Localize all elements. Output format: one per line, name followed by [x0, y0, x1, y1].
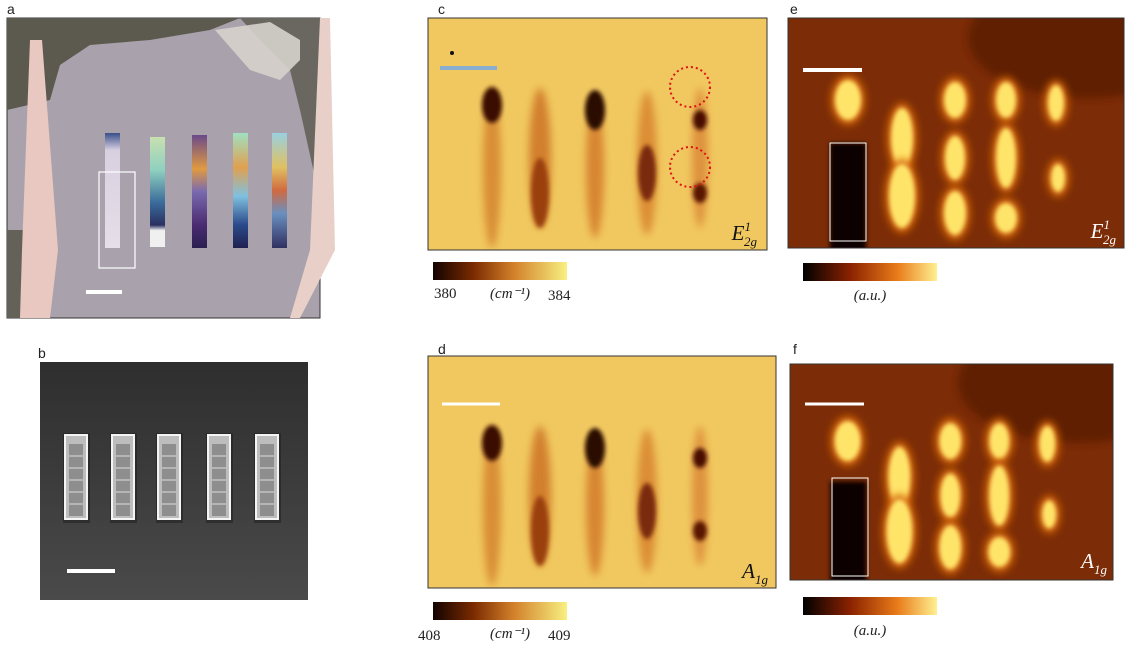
colorbar-max: 409	[548, 628, 571, 644]
subscript: 1g	[1094, 562, 1108, 577]
pillar-shadow	[830, 143, 866, 253]
colorbar-unit: (a.u.)	[854, 288, 887, 304]
spot	[693, 110, 707, 130]
hotspot	[989, 466, 1009, 526]
hotspot	[996, 128, 1016, 188]
panel-d: d A1g 408 (cm⁻¹) 409	[418, 341, 776, 644]
hotspot	[835, 421, 861, 461]
panel-label: a	[7, 1, 15, 17]
map-content	[428, 18, 767, 250]
symbol: A	[740, 559, 755, 583]
colorbar-unit: (cm⁻¹)	[490, 626, 530, 642]
hotspot	[988, 537, 1010, 567]
subscript: 2g	[744, 234, 758, 249]
colorbar-min: 408	[418, 628, 441, 644]
panel-label: c	[438, 1, 445, 17]
pillar	[150, 137, 165, 247]
pillar	[233, 133, 248, 248]
hotspot	[1039, 426, 1055, 462]
superscript: 1	[745, 219, 752, 234]
map-content	[788, 0, 1128, 253]
panel-b: b	[38, 345, 308, 600]
hotspot	[945, 136, 965, 180]
spot	[693, 448, 707, 468]
colorbar-unit: (a.u.)	[854, 623, 887, 639]
spot	[531, 496, 549, 566]
hotspot	[944, 82, 966, 118]
raman-map	[428, 356, 776, 588]
map-content	[790, 323, 1128, 592]
superscript: 1	[1104, 217, 1111, 232]
hotspot	[944, 191, 966, 235]
panel-a: a	[7, 1, 335, 318]
dot	[450, 51, 454, 55]
symbol: E	[1090, 219, 1104, 243]
subscript: 2g	[1103, 232, 1117, 247]
symbol: E	[731, 221, 745, 245]
map-content	[428, 356, 776, 588]
intensity-map	[790, 323, 1128, 592]
pillar-shadow	[830, 482, 866, 592]
pillar	[272, 133, 287, 248]
spot	[531, 158, 549, 228]
pillar	[192, 135, 207, 248]
symbol: A	[1079, 549, 1094, 573]
page: {"panels":[ {"label":"a"},{"label":"b"},…	[0, 0, 1128, 650]
hotspot	[1042, 500, 1056, 528]
hotspot	[996, 82, 1016, 118]
streak	[692, 426, 708, 566]
panel-f: f A1g (a.u.)	[790, 323, 1128, 639]
colorbar	[433, 262, 567, 280]
hotspot	[889, 164, 915, 228]
colorbar-min: 380	[434, 286, 457, 302]
colorbar	[433, 602, 567, 620]
spot	[638, 145, 656, 201]
spot	[482, 425, 502, 461]
hotspot	[886, 499, 912, 563]
hotspot	[995, 203, 1017, 233]
panel-label: e	[790, 1, 798, 17]
hotspot	[939, 423, 961, 459]
colorbar	[803, 263, 937, 281]
spot	[585, 90, 605, 130]
hotspot	[989, 423, 1009, 459]
streak	[692, 88, 708, 228]
intensity-map	[788, 0, 1128, 253]
pillar	[105, 133, 120, 248]
colorbar-max: 384	[548, 288, 571, 304]
hotspot	[1048, 85, 1064, 121]
spot	[482, 87, 502, 123]
figure: a b c E12g 380 (cm⁻¹) 384 d A1g 408 (cm⁻…	[0, 0, 1128, 650]
colorbar	[803, 597, 937, 615]
hotspot	[940, 474, 960, 518]
panel-label: f	[793, 341, 797, 357]
colorbar-unit: (cm⁻¹)	[490, 286, 530, 302]
panel-label: d	[438, 341, 446, 357]
spot	[585, 428, 605, 468]
hotspot	[939, 525, 961, 569]
hotspot	[1051, 164, 1065, 192]
spot	[693, 521, 707, 541]
hotspot	[835, 80, 861, 120]
raman-map	[428, 18, 767, 250]
panel-label: b	[38, 345, 46, 361]
subscript: 1g	[755, 572, 769, 587]
spot	[638, 483, 656, 539]
